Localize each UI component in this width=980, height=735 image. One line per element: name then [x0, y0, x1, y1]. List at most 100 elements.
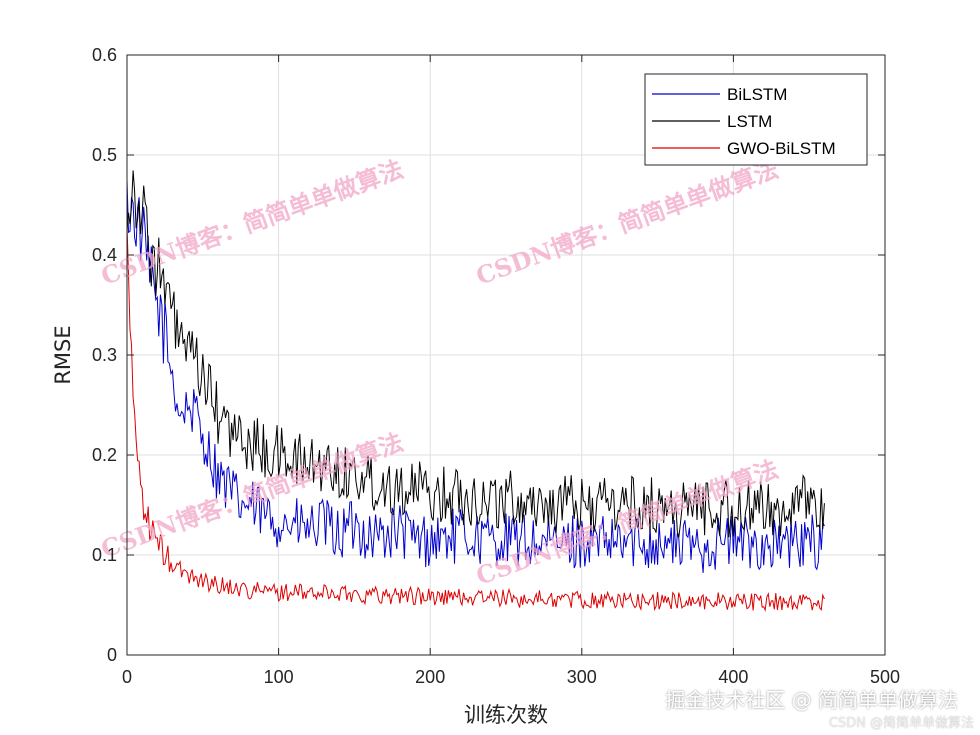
series-layer [126, 170, 826, 612]
data-point-bilstm [187, 404, 189, 406]
axis-ticks: 0 100 200 300 400 500 0 0.1 0.2 0.3 0.4 0.5 0.6 [92, 45, 900, 687]
data-point-bilstm [270, 519, 272, 521]
y-tick-label: 0.1 [92, 545, 117, 565]
legend-label: BiLSTM [727, 85, 787, 104]
data-point-bilstm [202, 434, 204, 436]
data-point-bilstm [642, 539, 644, 541]
data-point-gwo-bilstm [399, 594, 401, 596]
data-point-bilstm [179, 414, 181, 416]
data-point-lstm [270, 454, 272, 456]
y-tick-label: 0.4 [92, 245, 117, 265]
data-point-gwo-bilstm [702, 600, 704, 602]
x-tick-label: 400 [718, 667, 748, 687]
data-point-bilstm [354, 524, 356, 526]
y-tick-label: 0 [107, 645, 117, 665]
y-tick-label: 0.3 [92, 345, 117, 365]
data-point-lstm [460, 494, 462, 496]
data-point-gwo-bilstm [129, 324, 131, 326]
data-point-lstm [187, 354, 189, 356]
data-point-lstm [429, 494, 431, 496]
data-point-gwo-bilstm [202, 579, 204, 581]
data-point-bilstm [210, 454, 212, 456]
data-point-gwo-bilstm [642, 600, 644, 602]
data-point-lstm [354, 474, 356, 476]
data-point-lstm [255, 444, 257, 446]
data-point-lstm [247, 444, 249, 446]
data-point-lstm [141, 214, 143, 216]
data-point-gwo-bilstm [520, 598, 522, 600]
data-point-gwo-bilstm [278, 591, 280, 593]
data-point-bilstm [278, 519, 280, 521]
data-point-lstm [232, 434, 234, 436]
data-point-bilstm [369, 534, 371, 536]
data-point-bilstm [194, 414, 196, 416]
data-point-lstm [263, 449, 265, 451]
data-point-gwo-bilstm [172, 564, 174, 566]
data-point-gwo-bilstm [210, 582, 212, 584]
data-point-gwo-bilstm [763, 601, 765, 603]
data-point-bilstm [702, 544, 704, 546]
data-point-lstm [293, 459, 295, 461]
data-point-bilstm [384, 534, 386, 536]
data-point-lstm [134, 184, 136, 186]
data-point-lstm [414, 489, 416, 491]
x-tick-label: 300 [567, 667, 597, 687]
data-point-gwo-bilstm [232, 586, 234, 588]
data-point-bilstm [763, 544, 765, 546]
footer-watermark-main: 掘金技术社区 @ 简简单单做算法 [665, 688, 958, 712]
data-point-bilstm [733, 539, 735, 541]
data-point-lstm [520, 499, 522, 501]
x-tick-label: 0 [122, 667, 132, 687]
data-point-bilstm [338, 534, 340, 536]
data-point-bilstm [399, 529, 401, 531]
y-tick-label: 0.5 [92, 145, 117, 165]
data-point-bilstm [323, 524, 325, 526]
data-point-gwo-bilstm [460, 596, 462, 598]
data-point-bilstm [217, 474, 219, 476]
data-point-lstm [225, 424, 227, 426]
data-point-gwo-bilstm [263, 590, 265, 592]
data-point-lstm [179, 334, 181, 336]
data-point-gwo-bilstm [793, 601, 795, 603]
data-point-lstm [194, 364, 196, 366]
data-point-lstm [369, 479, 371, 481]
data-point-lstm [763, 509, 765, 511]
data-point-lstm [164, 294, 166, 296]
data-point-gwo-bilstm [187, 574, 189, 576]
data-point-lstm [733, 509, 735, 511]
data-point-lstm [581, 504, 583, 506]
data-point-bilstm [460, 534, 462, 536]
data-point-lstm [172, 314, 174, 316]
data-point-gwo-bilstm [551, 598, 553, 600]
data-point-lstm [399, 484, 401, 486]
data-point-bilstm [611, 544, 613, 546]
data-point-lstm [551, 504, 553, 506]
data-point-gwo-bilstm [611, 599, 613, 601]
x-axis-label: 训练次数 [464, 703, 548, 727]
data-point-bilstm [164, 334, 166, 336]
data-point-gwo-bilstm [164, 554, 166, 556]
data-point-lstm [384, 484, 386, 486]
data-point-lstm [240, 439, 242, 441]
data-point-bilstm [490, 539, 492, 541]
series-line-gwo-bilstm [126, 225, 825, 612]
data-point-bilstm [225, 484, 227, 486]
data-point-gwo-bilstm [429, 596, 431, 598]
footer-watermark-sub: CSDN @简简单单做算法 [828, 716, 974, 731]
data-point-lstm [490, 499, 492, 501]
data-point-bilstm [824, 539, 826, 541]
data-point-gwo-bilstm [672, 600, 674, 602]
y-axis-label: RMSE [51, 325, 75, 384]
x-tick-label: 500 [870, 667, 900, 687]
series-line-bilstm [126, 179, 825, 573]
series-line-lstm [126, 170, 825, 538]
data-point-lstm [793, 504, 795, 506]
data-point-lstm [202, 374, 204, 376]
y-tick-label: 0.6 [92, 45, 117, 65]
data-point-gwo-bilstm [144, 514, 146, 516]
legend: BiLSTM LSTM GWO-BiLSTM [644, 73, 868, 166]
data-point-lstm [278, 454, 280, 456]
x-tick-label: 100 [264, 667, 294, 687]
data-point-bilstm [429, 539, 431, 541]
